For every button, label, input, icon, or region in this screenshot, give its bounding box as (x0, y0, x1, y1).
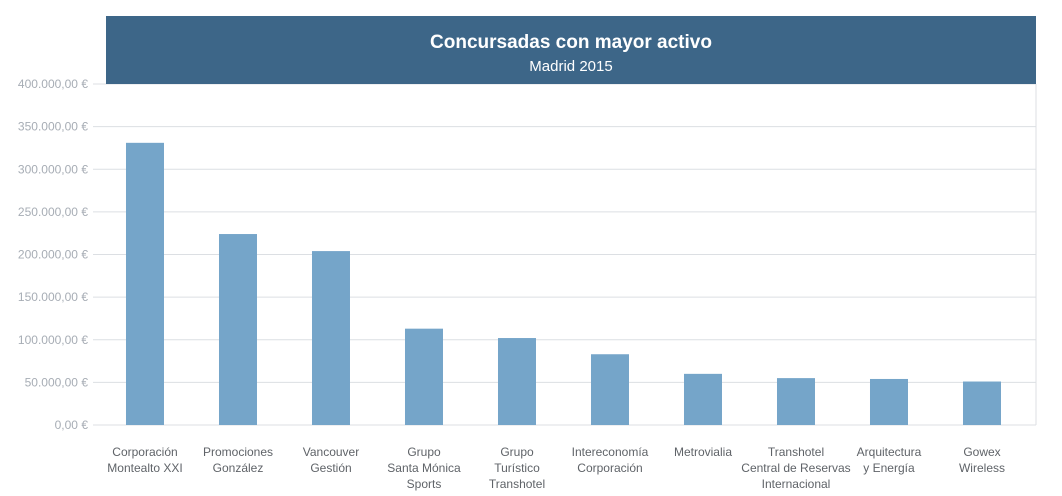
y-axis-ticks: 0,00 € 50.000,00 € 100.000,00 € 150.000,00 … (18, 77, 88, 432)
x-category-label: Promociones González (203, 445, 273, 475)
x-category-label: Vancouver Gestión (303, 445, 359, 475)
bar (404, 328, 443, 425)
y-tick-label: 0,00 € (55, 418, 89, 432)
chart-subtitle: Madrid 2015 (529, 58, 613, 75)
y-tick-label: 350.000,00 € (18, 120, 88, 134)
bars (125, 142, 1001, 425)
bar (683, 373, 722, 425)
y-tick-label: 300.000,00 € (18, 162, 88, 176)
bar (590, 354, 629, 425)
y-tick-label: 200.000,00 € (18, 248, 88, 262)
bar (497, 338, 536, 425)
x-category-label: Corporación Montealto XXI (107, 445, 182, 475)
y-tick-label: 100.000,00 € (18, 333, 88, 347)
y-tick-label: 250.000,00 € (18, 205, 88, 219)
bar (962, 381, 1001, 425)
bar (125, 142, 164, 425)
bar (776, 378, 815, 425)
x-category-label: Gowex Wireless (959, 445, 1005, 475)
x-category-label: Grupo Turístico Transhotel (489, 445, 545, 491)
y-tick-label: 150.000,00 € (18, 290, 88, 304)
bar (311, 251, 350, 425)
y-tick-label: 50.000,00 € (25, 375, 89, 389)
bar (218, 234, 257, 425)
bar (869, 378, 908, 425)
x-category-label: Intereconomía Corporación (572, 445, 649, 475)
x-category-label: Metrovialia (674, 445, 732, 459)
x-axis-labels: Corporación Montealto XXI Promociones Gonzá… (107, 445, 1005, 491)
y-tick-label: 400.000,00 € (18, 77, 88, 91)
x-category-label: Grupo Santa Mónica Sports (387, 445, 461, 491)
x-category-label: Transhotel Central de Reservas Internacion… (741, 445, 850, 491)
chart-header: Concursadas con mayor activo Madrid 2015 (106, 16, 1036, 84)
chart-title: Concursadas con mayor activo (430, 32, 712, 53)
x-category-label: Arquitectura y Energía (857, 445, 922, 475)
